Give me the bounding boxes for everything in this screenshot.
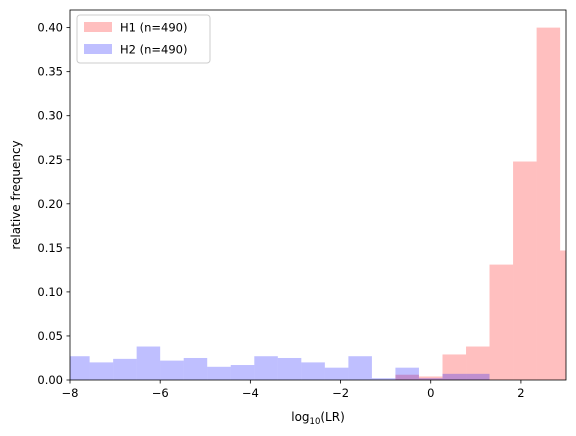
y-tick-label-4: 0.20 <box>37 197 63 211</box>
bar-series2-bin-10 <box>301 362 325 380</box>
plot-frame <box>69 9 567 381</box>
x-axis: −8 −6 −4 −2 0 2 <box>62 380 525 400</box>
legend-swatch-2 <box>84 44 112 54</box>
bar-series2-bin-16 <box>442 373 467 380</box>
y-tick-label-2: 0.10 <box>37 285 63 299</box>
x-axis-label-prefix: log <box>291 410 309 424</box>
bar-series2-bin-9 <box>277 357 302 380</box>
y-axis: 0.00 0.05 0.10 0.15 0.20 0.25 0.30 0.35 0.40 <box>37 21 70 387</box>
bar-series1-bin-6 <box>536 27 561 380</box>
bar-series1-bin-4 <box>489 264 514 380</box>
x-tick-label-0: −8 <box>62 386 79 400</box>
y-tick-label-7: 0.35 <box>37 65 63 79</box>
legend-label-2: H2 (n=490) <box>120 43 187 57</box>
x-axis-label-subscript: 10 <box>310 417 321 427</box>
x-axis-label-suffix: (LR) <box>320 410 344 424</box>
bar-series1-bin-2 <box>442 354 467 380</box>
bar-series2-bin-6 <box>207 366 231 380</box>
y-axis-label: relative frequency <box>9 140 23 249</box>
x-tick-label-3: −2 <box>332 386 349 400</box>
x-axis-label: log10(LR) <box>291 410 345 427</box>
bar-series2-bin-4 <box>160 360 184 380</box>
bar-series1-bin-0 <box>395 374 419 380</box>
y-tick-label-3: 0.15 <box>37 241 63 255</box>
legend-swatch-1 <box>84 22 112 32</box>
bar-series2-bin-12 <box>348 356 372 380</box>
bar-series2-bin-0 <box>70 356 90 380</box>
bar-series1-bin-7 <box>560 250 566 380</box>
legend-frame <box>76 14 211 64</box>
bar-series2-bin-1 <box>89 362 114 380</box>
bar-series2-bin-15 <box>418 378 443 380</box>
bar-series2-bin-7 <box>230 365 255 380</box>
y-tick-label-8: 0.40 <box>37 21 63 35</box>
bar-series2-bin-8 <box>254 356 278 380</box>
bar-series2-bin-3 <box>136 346 161 380</box>
x-tick-label-2: −4 <box>242 386 259 400</box>
bar-series1-bin-5 <box>513 161 537 380</box>
x-tick-label-1: −6 <box>152 386 169 400</box>
y-tick-label-0: 0.00 <box>37 373 63 387</box>
bar-series2-bin-5 <box>183 357 208 380</box>
y-tick-label-5: 0.25 <box>37 153 63 167</box>
bar-series2-bin-17 <box>466 373 490 380</box>
bars-layer <box>70 27 566 380</box>
bar-series2-bin-11 <box>324 367 349 380</box>
bar-series1-bin-1 <box>418 376 443 380</box>
y-tick-label-6: 0.30 <box>37 109 63 123</box>
x-tick-label-4: 0 <box>427 386 434 400</box>
legend: H1 (n=490) H2 (n=490) <box>76 14 211 64</box>
y-tick-label-1: 0.05 <box>37 329 63 343</box>
legend-label-1: H1 (n=490) <box>120 21 187 35</box>
bar-series2-bin-2 <box>113 358 137 380</box>
bar-series1-bin-3 <box>466 346 490 380</box>
x-tick-label-5: 2 <box>517 386 524 400</box>
bar-series2-bin-13 <box>371 378 396 380</box>
bar-series2-bin-14 <box>395 367 419 380</box>
